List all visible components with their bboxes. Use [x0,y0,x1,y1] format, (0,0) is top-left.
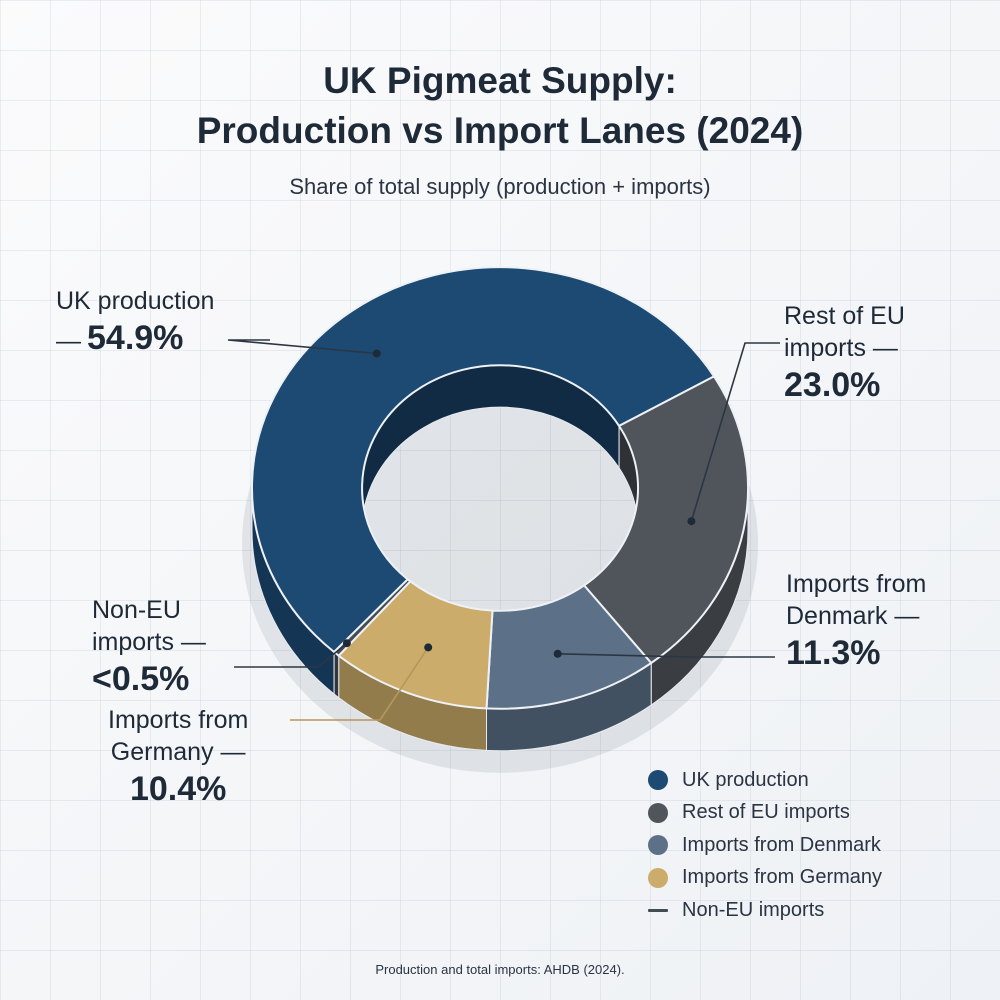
label-rest-of-eu-value: 23.0% [784,366,881,404]
slice-uk-production [250,266,715,653]
label-non-eu-value: <0.5% [92,660,190,698]
legend-swatch-germany [648,867,668,888]
side-non-eu-imports [333,650,340,699]
slice-non-eu-imports [333,578,412,657]
label-germany-line-1: Imports from [108,706,249,734]
leader-non-eu-imports [234,642,348,668]
legend-item-denmark: Imports from Denmark [648,829,882,862]
label-non-eu-line-1: Non-EU [92,596,181,624]
legend-item-rest-of-eu: Rest of EU imports [648,797,882,830]
chart-title-line-1: UK Pigmeat Supply: [323,60,677,101]
label-uk-production-value: 54.9% [87,319,184,357]
legend-label-germany: Imports from Germany [682,866,883,889]
label-rest-of-eu-line-2: imports — [784,334,898,362]
slice-rest-of-eu-imports [583,375,750,664]
leader-imports-from-denmark [557,653,775,658]
legend: UK production Rest of EU imports Imports… [648,764,882,927]
label-non-eu-line-2: imports — [92,628,206,656]
legend-item-germany: Imports from Germany [648,862,882,895]
leader-imports-from-germany [290,646,429,721]
label-denmark-line-2: Denmark — [786,602,920,630]
chart-title: UK Pigmeat Supply: Production vs Import … [0,56,1000,156]
label-rest-of-eu: Rest of EU imports — 23.0% [784,300,905,406]
legend-label-denmark: Imports from Denmark [682,833,881,856]
chart-title-line-2: Production vs Import Lanes (2024) [196,110,804,151]
label-germany-value: 10.4% [129,770,227,808]
label-denmark: Imports from Denmark — 11.3% [786,568,926,674]
label-denmark-line-1: Imports from [786,570,927,598]
label-uk-production-name: UK production [56,287,215,315]
legend-item-uk-production: UK production [648,764,882,797]
legend-swatch-non-eu [648,908,668,912]
legend-label-uk-production: UK production [682,768,809,791]
legend-swatch-denmark [648,835,668,856]
leader-dot-uk-production [372,349,381,358]
legend-swatch-rest-of-eu [648,802,668,823]
label-germany-line-2: Germany — [110,738,246,766]
label-uk-production: UK production —54.9% [56,285,214,359]
label-uk-production-dash: — [56,327,81,355]
label-rest-of-eu-line-1: Rest of EU [784,302,905,330]
legend-label-non-eu: Non-EU imports [682,898,825,921]
leader-dot-non-eu-imports [342,639,351,648]
leader-dot-rest-of-eu-imports [687,517,696,526]
source-note: Production and total imports: AHDB (2024… [375,962,625,977]
label-denmark-value: 11.3% [786,634,881,672]
leader-dot-imports-from-denmark [553,649,562,658]
legend-label-rest-of-eu: Rest of EU imports [682,801,850,824]
chart-subtitle: Share of total supply (production + impo… [289,174,711,199]
leader-rest-of-eu-imports [690,342,780,522]
label-non-eu: Non-EU imports — <0.5% [92,594,206,700]
legend-item-non-eu: Non-EU imports [648,894,882,927]
legend-swatch-uk-production [648,770,668,791]
leader-dot-imports-from-germany [424,643,433,652]
label-germany: Imports from Germany — 10.4% [108,704,248,810]
leader-uk-production [227,339,377,355]
